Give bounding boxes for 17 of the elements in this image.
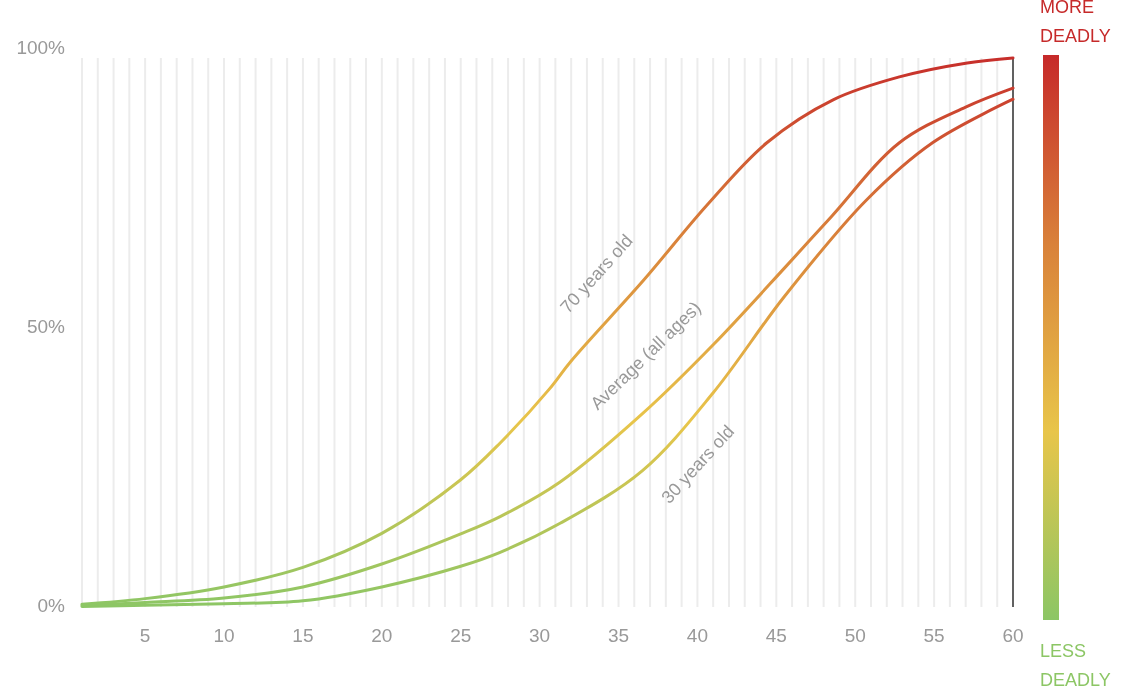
x-tick-label: 40 [686, 625, 708, 647]
x-tick-label: 20 [371, 625, 393, 647]
x-tick-label: 60 [1002, 625, 1024, 647]
y-tick-label: 100% [16, 37, 66, 59]
x-tick-label: 5 [139, 625, 151, 647]
text: MORE DEADLY [1040, 0, 1111, 46]
x-tick-label: 15 [292, 625, 314, 647]
x-tick-label: 10 [213, 625, 235, 647]
x-tick-label: 50 [844, 625, 866, 647]
x-tick-label: 55 [923, 625, 945, 647]
x-tick-label: 35 [607, 625, 630, 647]
x-tick-label: 30 [529, 625, 551, 647]
y-tick-label: 0% [37, 595, 66, 617]
x-tick-label: 25 [450, 625, 472, 647]
y-tick-label: 50% [26, 316, 66, 338]
text: LESS DEADLY [1040, 640, 1111, 690]
x-tick-label: 45 [765, 625, 787, 647]
